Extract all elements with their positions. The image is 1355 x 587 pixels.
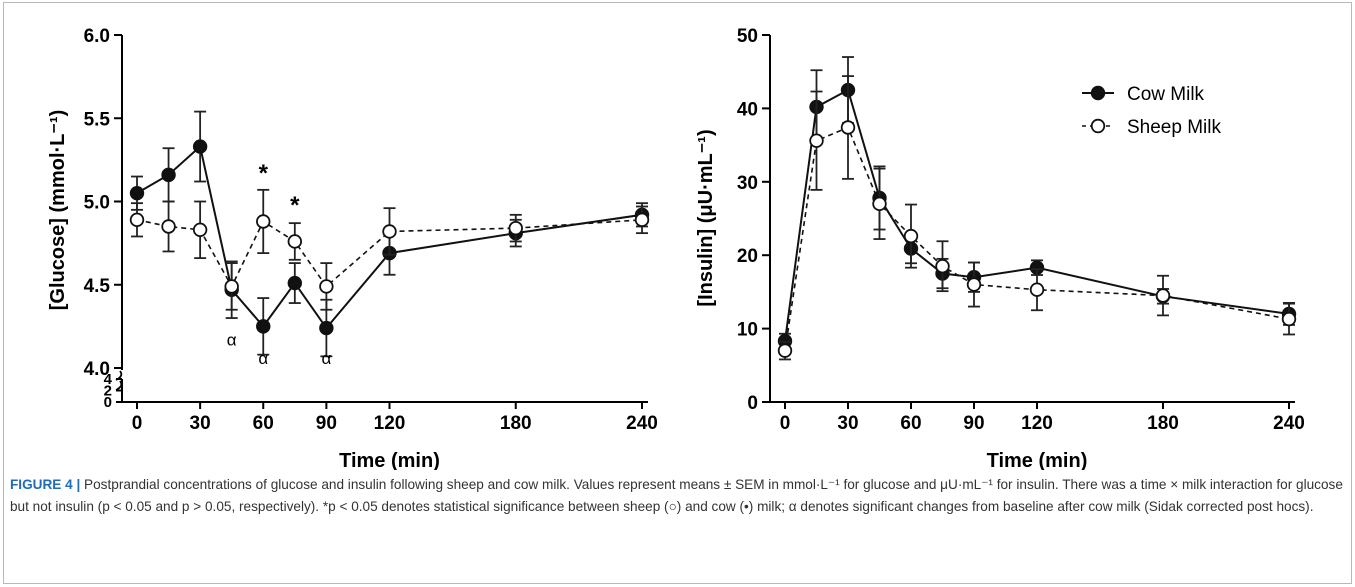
y-axis-title: [Insulin] (μU·mL⁻¹) [695, 129, 717, 306]
y-tick-label: 30 [737, 173, 758, 194]
y-tick-label: 0 [104, 394, 112, 411]
data-point [872, 196, 887, 212]
baseline-alpha: α [227, 331, 237, 350]
x-tick-label: 0 [780, 413, 791, 434]
data-point [840, 120, 856, 135]
legend-label: Cow Milk [1127, 84, 1205, 105]
chart-panel-insulin: 0 10 20 30 40 50 0 30 60 90 120 180 240 Time (min) [In… [695, 26, 1305, 470]
legend-marker [1090, 118, 1106, 134]
y-axis-title: [Glucose] (mmol·L⁻¹) [47, 110, 69, 311]
y-tick-label: 4 [104, 371, 113, 388]
data-point [319, 279, 334, 294]
data-point [287, 234, 303, 249]
data-point [634, 212, 650, 228]
caption-label: FIGURE 4 | [10, 477, 81, 492]
data-point [809, 133, 824, 148]
x-axis-title: Time (min) [339, 450, 440, 470]
data-point [224, 279, 239, 294]
baseline-alpha: α [258, 349, 268, 368]
series-sheep-milk [129, 188, 650, 311]
series-line [784, 126, 1290, 351]
y-tick-label: 6.0 [84, 26, 110, 47]
y-tick-label: 50 [737, 26, 758, 47]
x-tick-label: 90 [963, 413, 984, 434]
data-point [319, 320, 334, 336]
y-tick-label: 0 [747, 393, 758, 414]
data-point [1281, 311, 1297, 327]
x-tick-label: 0 [132, 413, 143, 434]
figure-caption: FIGURE 4 | Postprandial concentrations o… [10, 474, 1345, 518]
series-sheep-milk [777, 75, 1297, 361]
caption-text: Postprandial concentrations of glucose a… [10, 477, 1343, 514]
y-axis-break [115, 370, 123, 391]
legend-marker [1090, 85, 1106, 101]
data-point [287, 275, 303, 291]
series-line [784, 88, 1290, 342]
x-tick-label: 30 [190, 413, 211, 434]
data-point [508, 220, 523, 236]
data-point [256, 319, 271, 334]
data-point [777, 343, 793, 358]
y-tick-label: 4.5 [84, 276, 111, 297]
y-tick-label: 2 [104, 383, 112, 400]
data-point [1155, 288, 1171, 303]
y-tick-label: 10 [737, 320, 758, 341]
data-point [256, 214, 271, 229]
significance-star: * [259, 160, 269, 187]
x-tick-label: 240 [1273, 413, 1305, 434]
x-tick-label: 60 [900, 413, 921, 434]
x-tick-label: 240 [626, 413, 658, 434]
data-point [382, 224, 397, 239]
x-tick-label: 90 [316, 413, 337, 434]
y-tick-label: 5.0 [84, 193, 110, 214]
series-line [136, 144, 643, 330]
series-line [136, 219, 643, 289]
x-tick-label: 120 [374, 413, 406, 434]
legend-label: Sheep Milk [1127, 117, 1221, 138]
data-point [966, 277, 982, 292]
y-tick-label: 5.5 [84, 109, 111, 130]
x-axis-title: Time (min) [987, 450, 1088, 470]
x-tick-label: 60 [253, 413, 274, 434]
data-point [161, 167, 176, 183]
data-point [935, 259, 950, 274]
data-point [129, 185, 145, 201]
x-tick-label: 180 [1147, 413, 1179, 434]
x-tick-label: 180 [500, 413, 532, 434]
data-point [129, 212, 145, 228]
baseline-alpha: α [321, 349, 331, 368]
significance-star: * [290, 192, 300, 219]
figure-frame [3, 2, 1352, 584]
y-tick-label: 20 [737, 246, 758, 267]
x-tick-label: 30 [837, 413, 858, 434]
x-tick-label: 120 [1021, 413, 1053, 434]
data-point [1029, 282, 1045, 297]
y-tick-label: 4.0 [84, 359, 110, 380]
data-point [903, 228, 919, 244]
legend: Cow Milk Sheep Milk [1082, 84, 1221, 138]
data-point [192, 139, 208, 154]
data-point [192, 222, 208, 238]
y-tick-label: 40 [737, 99, 758, 120]
data-point [161, 219, 176, 234]
